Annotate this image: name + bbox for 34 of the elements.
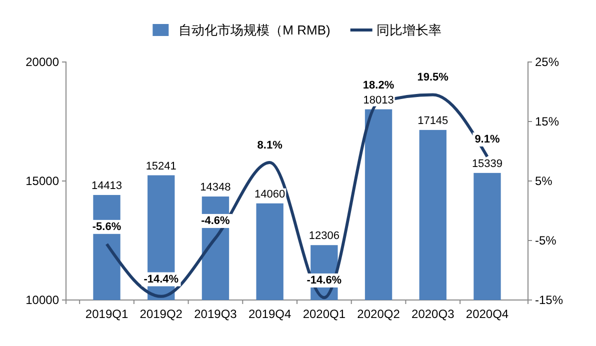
data-label: -4.6% — [201, 214, 230, 227]
data-label: 18.2% — [362, 79, 394, 92]
y-tick-label: 15000 — [26, 174, 60, 188]
data-label: 19.5% — [417, 72, 449, 84]
data-label: 14348 — [200, 182, 231, 194]
data-label: 15339 — [472, 158, 503, 170]
data-label: 14060 — [254, 188, 286, 200]
y2-tick-label: 5% — [535, 174, 553, 188]
data-label: 17145 — [418, 114, 448, 127]
x-tick-label: 2019Q3 — [194, 306, 238, 321]
data-label: 18013 — [363, 94, 394, 106]
x-tick-label: 2020Q3 — [412, 306, 455, 321]
data-label: -5.6% — [92, 220, 122, 233]
x-tick-label: 2019Q2 — [140, 306, 183, 321]
x-tick-label: 2020Q1 — [302, 306, 346, 321]
x-tick-label: 2019Q4 — [248, 306, 292, 321]
data-label: -14.4% — [144, 273, 179, 286]
y2-tick-label: 25% — [535, 54, 560, 69]
x-tick-label: 2019Q1 — [85, 306, 128, 321]
y2-tick-label: -5% — [535, 233, 557, 248]
legend-label: 自动化市场规模（M RMB) — [178, 22, 330, 38]
data-label: 8.1% — [257, 139, 283, 152]
y2-tick-label: -15% — [535, 292, 564, 307]
y-tick-label: 20000 — [26, 54, 60, 69]
data-label: 14413 — [91, 180, 122, 192]
data-label: 15241 — [146, 160, 176, 172]
data-label: 9.1% — [474, 133, 500, 146]
data-label: -14.6% — [306, 274, 342, 286]
x-tick-label: 2020Q4 — [466, 306, 509, 321]
y-tick-label: 10000 — [26, 292, 60, 307]
data-label: 12306 — [308, 230, 340, 242]
x-tick-label: 2020Q2 — [357, 306, 400, 321]
y2-tick-label: 15% — [535, 114, 560, 128]
legend-label: 同比增长率 — [376, 22, 442, 38]
